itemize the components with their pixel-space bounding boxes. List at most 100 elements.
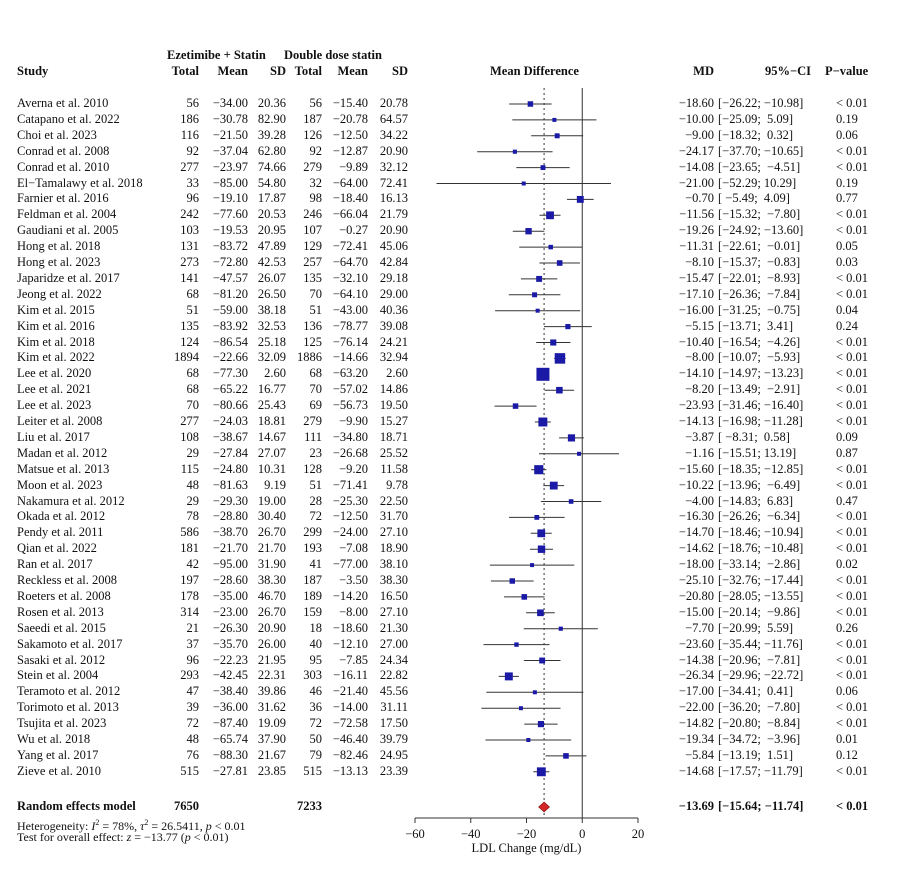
total2-cell: 79 (309, 747, 323, 762)
total2-cell: 50 (309, 732, 323, 746)
sd2-cell: 32.12 (379, 159, 408, 174)
ci-cell: [−24.92; −13.60] (718, 223, 804, 238)
effect-box (537, 721, 545, 728)
total1-cell: 277 (180, 159, 199, 174)
total2-cell: 279 (303, 414, 322, 428)
mean1-cell: −38.67 (212, 429, 248, 444)
sd1-cell: 31.90 (257, 557, 286, 572)
mean1-cell: −85.00 (212, 175, 248, 190)
sd1-cell: 20.95 (257, 223, 286, 238)
p-value-cell: < 0.01 (836, 573, 869, 587)
mean2-cell: −12.50 (332, 127, 368, 142)
mean2-cell: −12.87 (332, 143, 368, 158)
md-cell: −14.62 (678, 541, 714, 556)
md-cell: −0.70 (685, 191, 714, 206)
mean2-cell: −14.20 (332, 588, 368, 603)
ci-cell: [−29.96; −22.72] (718, 668, 804, 683)
total1-cell: 131 (180, 239, 199, 254)
sd2-cell: 27.00 (379, 636, 408, 651)
sd1-cell: 22.31 (257, 668, 286, 683)
study-name: Qian et al. 2022 (17, 541, 97, 556)
effect-box (556, 260, 563, 266)
md-cell: −20.80 (678, 588, 714, 603)
sd2-cell: 19.50 (379, 398, 408, 413)
ci-cell: [−26.26; −6.34] (718, 509, 801, 524)
p-value-cell: < 0.01 (836, 382, 869, 397)
heterogeneity-tau: τ (140, 819, 145, 833)
ci-cell: [−25.09; 5.09] (718, 111, 794, 126)
ci-cell: [−18.46; −10.94] (718, 525, 804, 540)
ci-cell: [−36.20; −7.80] (718, 700, 801, 715)
effect-box (548, 244, 553, 250)
mean1-cell: −80.66 (212, 398, 248, 413)
mean2-cell: −46.40 (332, 732, 368, 746)
mean2-header: Mean (337, 64, 368, 78)
mean2-cell: −25.30 (332, 493, 368, 508)
ci-cell: [−16.98; −11.28] (718, 414, 803, 428)
md-cell: −16.30 (678, 509, 714, 524)
mean2-cell: −12.10 (332, 636, 368, 651)
total2-cell: 23 (309, 445, 323, 460)
heterogeneity-i2: I (91, 819, 96, 833)
ci-cell: [−20.14; −9.86] (718, 604, 801, 619)
ci-cell: [−18.35; −12.85] (718, 461, 804, 476)
test-p: p (184, 830, 191, 844)
md-cell: −8.10 (685, 255, 714, 269)
total2-cell: 128 (303, 461, 322, 476)
mean2-cell: −7.85 (339, 652, 368, 667)
overall-test-text: Test for overall effect: z = −13.77 (p <… (17, 830, 229, 845)
mean2-cell: −56.73 (332, 398, 368, 413)
effect-box (536, 367, 550, 381)
md-cell: −14.38 (678, 652, 714, 667)
study-name: Madan et al. 2012 (17, 445, 108, 460)
total1-cell: 68 (186, 366, 200, 381)
effect-box (518, 706, 523, 711)
p-value-cell: < 0.01 (836, 588, 869, 603)
sd1-cell: 21.70 (257, 541, 286, 556)
ci-cell: [ −5.49; 4.09] (718, 191, 790, 206)
sd2-cell: 32.94 (379, 350, 408, 365)
ci-cell: [−20.96; −7.81] (718, 652, 801, 667)
effect-box (537, 545, 546, 553)
total2-cell: 36 (309, 700, 323, 715)
total2-cell: 125 (303, 334, 322, 349)
study-name: Kim et al. 2022 (17, 350, 95, 365)
overall-md: −13.69 (678, 799, 714, 813)
total1-cell: 273 (180, 255, 199, 269)
sd1-cell: 74.66 (257, 159, 286, 174)
total1-cell: 51 (186, 302, 200, 317)
summary-diamond (538, 801, 550, 813)
total1-cell: 586 (180, 525, 199, 540)
total1-cell: 29 (186, 445, 200, 460)
p-value-cell: 0.87 (836, 445, 858, 460)
mean1-cell: −19.10 (212, 191, 248, 206)
md-cell: −22.00 (678, 700, 714, 715)
heterogeneity-label: Heterogeneity: (17, 819, 92, 833)
heterogeneity-i2-sup: 2 (95, 818, 100, 827)
md-cell: −8.20 (685, 382, 714, 397)
md-cell: −14.70 (678, 525, 714, 540)
p-value-cell: < 0.01 (836, 700, 869, 715)
md-cell: −17.10 (678, 286, 714, 301)
sd1-cell: 32.09 (257, 350, 286, 365)
mean1-cell: −86.54 (212, 334, 248, 349)
mean2-cell: −26.68 (332, 445, 368, 460)
study-name: Wu et al. 2018 (17, 732, 91, 746)
total1-cell: 78 (186, 509, 200, 524)
sd1-cell: 19.09 (257, 716, 286, 731)
total1-cell: 277 (180, 414, 199, 428)
ci-cell: [−32.76; −17.44] (718, 573, 804, 587)
mean2-cell: −7.08 (339, 541, 368, 556)
total1-cell: 186 (180, 111, 199, 126)
total1-cell: 68 (186, 286, 200, 301)
ci-cell: [−13.96; −6.49] (718, 477, 801, 492)
ci-cell: [ −8.31; 0.58] (718, 429, 790, 444)
mean2-cell: −78.77 (332, 318, 368, 333)
total1-cell: 314 (180, 604, 199, 619)
sd1-cell: 14.67 (257, 429, 286, 444)
p-value-cell: < 0.01 (836, 509, 869, 524)
mean1-cell: −21.50 (212, 127, 248, 142)
mean1-cell: −47.57 (212, 270, 248, 285)
ci-cell: [−17.57; −11.79] (718, 763, 803, 778)
study-name: Hong et al. 2023 (17, 255, 101, 269)
